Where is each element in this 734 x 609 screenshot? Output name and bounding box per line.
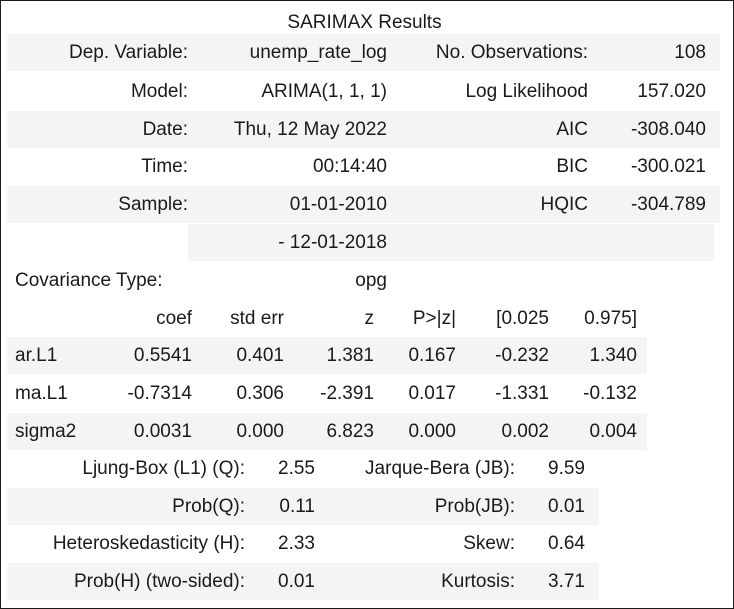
table-row: ma.L1 -0.7314 0.306 -2.391 0.017 -1.331 …: [7, 375, 647, 412]
summary-label: [387, 224, 588, 261]
coef-cell: 0.306: [236, 383, 284, 404]
table-row: ar.L1 0.5541 0.401 1.381 0.167 -0.232 1.…: [7, 337, 647, 374]
summary-row: Date: Thu, 12 May 2022 AIC -308.040: [7, 111, 720, 148]
diagnostics-value: 3.71: [548, 571, 585, 592]
coef-cell: -2.391: [320, 383, 374, 404]
summary-value: [588, 224, 706, 261]
summary-label: Model:: [130, 81, 188, 102]
diagnostics-label: Prob(Q):: [172, 496, 245, 517]
diagnostics-label: Ljung-Box (L1) (Q):: [82, 458, 245, 479]
coef-cell: -1.331: [495, 383, 549, 404]
coef-cell: 0.002: [501, 421, 549, 442]
summary-value: -304.789: [630, 194, 706, 215]
summary-value: 00:14:40: [313, 156, 387, 177]
coef-cell: 6.823: [326, 421, 374, 442]
diagnostics-value: 2.33: [278, 533, 315, 554]
diagnostics-label: Heteroskedasticity (H):: [52, 533, 245, 554]
summary-label: HQIC: [540, 194, 589, 215]
summary-value: - 12-01-2018: [278, 232, 387, 253]
coef-header: P>|z|: [412, 308, 456, 329]
summary-label: Sample:: [118, 194, 188, 215]
coef-header: [0.025: [496, 308, 549, 329]
summary-label: Time:: [141, 156, 188, 177]
diagnostics-value: 0.64: [548, 533, 585, 554]
diagnostics-value: 9.59: [548, 458, 585, 479]
summary-value: ARIMA(1, 1, 1): [261, 81, 387, 102]
coef-header: coef: [156, 308, 192, 329]
covariance-label: Covariance Type:: [15, 270, 163, 291]
summary-value: Thu, 12 May 2022: [233, 119, 387, 140]
coef-header-row: coef std err z P>|z| [0.025 0.975]: [7, 300, 647, 337]
coef-cell: 0.000: [236, 421, 284, 442]
coef-cell: 0.0031: [133, 421, 192, 442]
diagnostics-row: Ljung-Box (L1) (Q): 2.55 Jarque-Bera (JB…: [7, 450, 599, 487]
diagnostics-value: 2.55: [278, 458, 315, 479]
summary-value: 108: [674, 42, 706, 63]
diagnostics-value: 0.01: [278, 571, 315, 592]
summary-value: -308.040: [630, 119, 706, 140]
diagnostics-value: 0.11: [279, 496, 315, 517]
coef-cell: 0.401: [236, 345, 284, 366]
coef-header: 0.975]: [584, 308, 637, 329]
coef-cell: 1.340: [589, 345, 637, 366]
coef-cell: 1.381: [326, 345, 374, 366]
coef-cell: 0.5541: [133, 345, 192, 366]
diagnostics-row: Heteroskedasticity (H): 2.33 Skew: 0.64: [7, 525, 599, 562]
table-row: sigma2 0.0031 0.000 6.823 0.000 0.002 0.…: [7, 413, 647, 450]
coef-name: ar.L1: [15, 345, 58, 366]
coef-cell: -0.7314: [127, 383, 192, 404]
summary-label: Date:: [142, 119, 188, 140]
coef-header: std err: [230, 308, 284, 329]
summary-row: Sample: 01-01-2010 HQIC -304.789: [7, 186, 720, 223]
summary-row: Time: 00:14:40 BIC -300.021: [7, 148, 720, 185]
coef-cell: 0.167: [408, 345, 456, 366]
summary-label: BIC: [556, 156, 588, 177]
coef-cell: -0.132: [583, 383, 637, 404]
summary-row: Dep. Variable: unemp_rate_log No. Observ…: [7, 34, 720, 71]
diagnostics-label: Prob(H) (two-sided):: [73, 571, 245, 592]
diagnostics-row: Prob(Q): 0.11 Prob(JB): 0.01: [7, 488, 599, 525]
summary-value: -300.021: [630, 156, 706, 177]
summary-label: [7, 224, 188, 261]
coef-cell: 0.004: [589, 421, 637, 442]
covariance-value: opg: [355, 270, 387, 291]
summary-label: Dep. Variable:: [69, 42, 188, 63]
diagnostics-value: 0.01: [548, 496, 585, 517]
coef-cell: 0.017: [408, 383, 456, 404]
summary-value: unemp_rate_log: [249, 42, 387, 63]
diagnostics-label: Kurtosis:: [441, 571, 515, 592]
summary-label: AIC: [556, 119, 588, 140]
table-title: SARIMAX Results: [287, 12, 442, 33]
coef-header: z: [364, 308, 375, 329]
diagnostics-label: Skew:: [463, 533, 515, 554]
coef-name: ma.L1: [15, 383, 68, 404]
summary-row: - 12-01-2018: [7, 224, 720, 261]
diagnostics-label: Jarque-Bera (JB):: [365, 458, 515, 479]
coef-cell: -0.232: [495, 345, 549, 366]
coef-cell: 0.000: [408, 421, 456, 442]
diagnostics-label: Prob(JB):: [434, 496, 515, 517]
coef-name: sigma2: [15, 421, 77, 442]
summary-label: No. Observations:: [435, 42, 588, 63]
diagnostics-row: Prob(H) (two-sided): 0.01 Kurtosis: 3.71: [7, 563, 599, 600]
summary-value: 01-01-2010: [289, 194, 387, 215]
summary-row: Model: ARIMA(1, 1, 1) Log Likelihood 157…: [7, 73, 720, 110]
summary-label: Log Likelihood: [465, 81, 588, 102]
summary-value: 157.020: [637, 81, 706, 102]
covariance-row: Covariance Type: opg: [7, 262, 720, 299]
